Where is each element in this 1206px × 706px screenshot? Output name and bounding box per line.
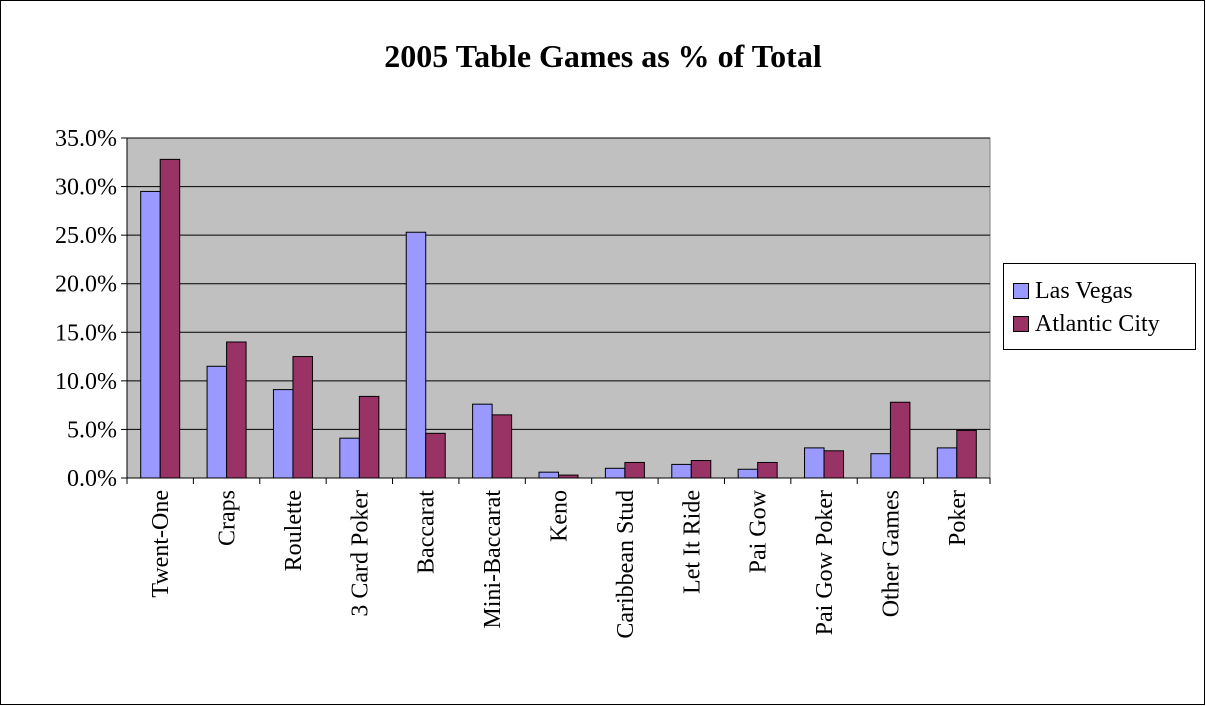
bar-atlantic-city-other-games <box>889 401 911 479</box>
x-tick-label-roulette: Roulette <box>281 490 307 571</box>
bar-las-vegas-poker <box>936 447 958 479</box>
legend-label-las-vegas: Las Vegas <box>1035 277 1133 304</box>
x-tick-label-twent-one: Twent-One <box>148 490 174 598</box>
bar-atlantic-city-poker <box>956 429 977 479</box>
legend-swatch-atlantic-city <box>1013 316 1029 332</box>
y-tick-label: 25.0% <box>55 223 117 249</box>
x-tick-label-keno: Keno <box>547 490 573 542</box>
y-tick-label: 35.0% <box>55 126 117 152</box>
bar-las-vegas-other-games <box>870 453 891 479</box>
bar-atlantic-city-baccarat <box>425 432 446 479</box>
bar-atlantic-city-3-card-poker <box>358 395 380 479</box>
bar-las-vegas-baccarat <box>405 231 427 479</box>
x-tick-label-mini-baccarat: Mini-Baccarat <box>480 490 506 629</box>
bar-las-vegas-mini-baccarat <box>472 403 493 479</box>
plot-area <box>126 137 991 479</box>
bar-las-vegas-pai-gow-poker <box>804 447 825 479</box>
legend-swatch-las-vegas <box>1013 283 1029 299</box>
legend: Las Vegas Atlantic City <box>1003 263 1196 350</box>
bar-las-vegas-twent-one <box>140 190 161 479</box>
chart-title: 2005 Table Games as % of Total <box>384 38 822 74</box>
y-tick-label: 30.0% <box>55 175 117 201</box>
legend-item-atlantic-city: Atlantic City <box>1013 309 1160 339</box>
bar-atlantic-city-craps <box>226 341 247 479</box>
bar-atlantic-city-mini-baccarat <box>491 414 513 479</box>
legend-item-las-vegas: Las Vegas <box>1013 276 1133 306</box>
bar-las-vegas-caribbean-stud <box>604 467 626 479</box>
bar-las-vegas-craps <box>206 365 228 479</box>
y-tick-label: 20.0% <box>55 272 117 298</box>
y-tick-label: 15.0% <box>55 320 117 346</box>
bar-atlantic-city-pai-gow-poker <box>823 450 845 479</box>
bar-atlantic-city-roulette <box>292 356 313 479</box>
y-tick-label: 0.0% <box>67 466 117 492</box>
bar-las-vegas-3-card-poker <box>339 437 360 479</box>
x-tick-label-other-games: Other Games <box>878 490 904 617</box>
bar-atlantic-city-pai-gow <box>757 461 778 479</box>
x-tick-label-poker: Poker <box>945 490 971 546</box>
bar-las-vegas-roulette <box>272 389 294 479</box>
y-tick-label: 5.0% <box>67 417 117 443</box>
x-tick-label-baccarat: Baccarat <box>414 490 440 574</box>
x-tick-label-pai-gow: Pai Gow <box>746 489 772 573</box>
y-tick-label: 10.0% <box>55 369 117 395</box>
x-tick-label-caribbean-stud: Caribbean Stud <box>613 490 639 639</box>
legend-label-atlantic-city: Atlantic City <box>1035 310 1160 337</box>
x-tick-label-craps: Craps <box>215 490 241 546</box>
bar-las-vegas-pai-gow <box>737 468 759 479</box>
bar-atlantic-city-twent-one <box>159 158 181 479</box>
x-tick-label-let-it-ride: Let It Ride <box>679 490 705 594</box>
bar-las-vegas-keno <box>538 471 559 479</box>
bar-las-vegas-let-it-ride <box>671 463 692 479</box>
x-tick-label-pai-gow-poker: Pai Gow Poker <box>812 490 838 635</box>
bar-atlantic-city-caribbean-stud <box>624 461 645 479</box>
x-tick-label-3-card-poker: 3 Card Poker <box>347 490 373 617</box>
bar-atlantic-city-let-it-ride <box>690 460 712 479</box>
